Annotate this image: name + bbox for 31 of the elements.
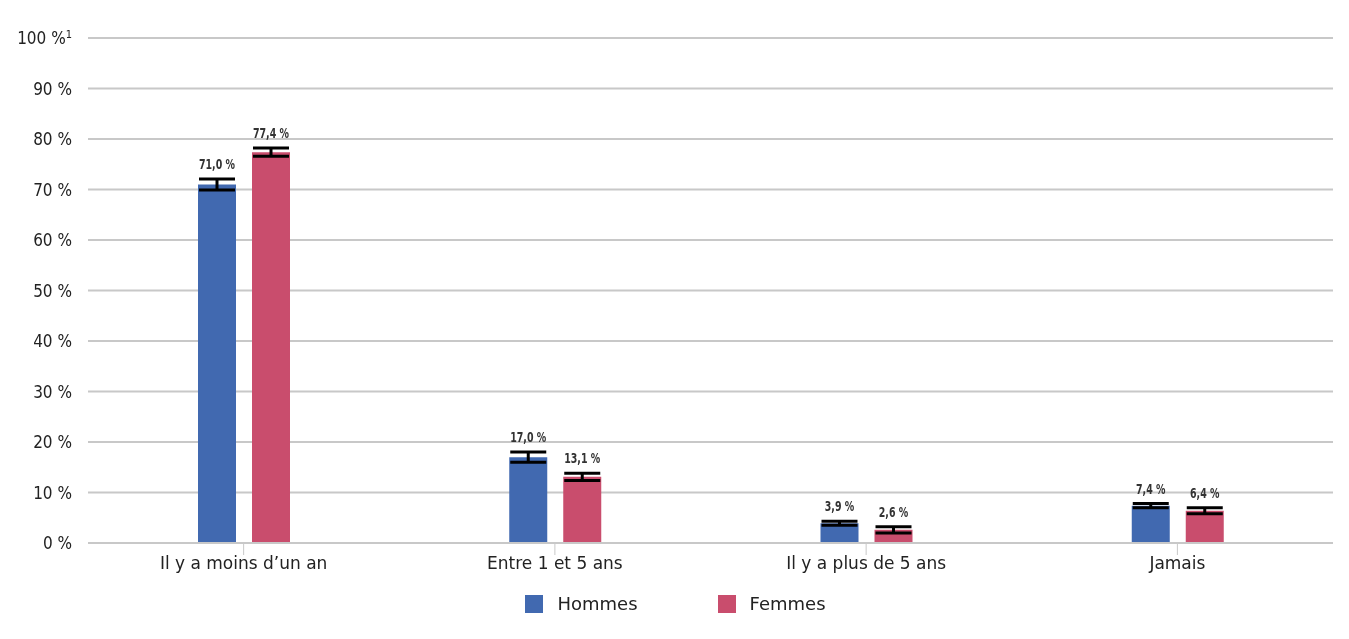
x-tick-label: Jamais [1148, 553, 1206, 574]
data-label: 2,6 % [878, 504, 909, 521]
y-tick-label: 100 %$^{1}$ [17, 27, 72, 48]
x-tick-label: Entre 1 et 5 ans [487, 553, 623, 574]
data-label: 6,4 % [1190, 485, 1220, 502]
bar [509, 457, 548, 543]
y-tick-label: 10 % [33, 482, 72, 503]
y-tick-label: 20 % [33, 432, 72, 452]
y-tick-label: 30 % [33, 381, 72, 402]
y-tick-label: 0 % [42, 533, 72, 553]
data-label: 7,4 % [1136, 481, 1166, 497]
data-label: 17,0 % [510, 429, 547, 446]
y-tick-label: 60 % [33, 230, 72, 250]
bar [252, 152, 290, 543]
y-tick-label: 90 % [33, 78, 72, 99]
y-tick-label: 80 % [33, 129, 72, 149]
y-tick-label: 70 % [33, 179, 72, 200]
bar [1185, 510, 1224, 543]
data-label: 13,1 % [564, 450, 601, 467]
y-tick-label: 50 % [33, 280, 72, 301]
legend-label: Femmes [748, 593, 826, 614]
x-tick-label: Il y a plus de 5 ans [786, 553, 947, 574]
data-label: 77,4 % [252, 125, 290, 142]
legend-label: Hommes [556, 593, 638, 614]
bar [563, 476, 602, 543]
bar [1131, 505, 1170, 543]
data-label: 3,9 % [824, 498, 855, 515]
x-tick-label: Il y a moins d’un an [159, 553, 328, 574]
data-label: 71,0 % [198, 156, 236, 173]
bar [198, 184, 236, 543]
y-tick-label: 40 % [33, 331, 72, 351]
